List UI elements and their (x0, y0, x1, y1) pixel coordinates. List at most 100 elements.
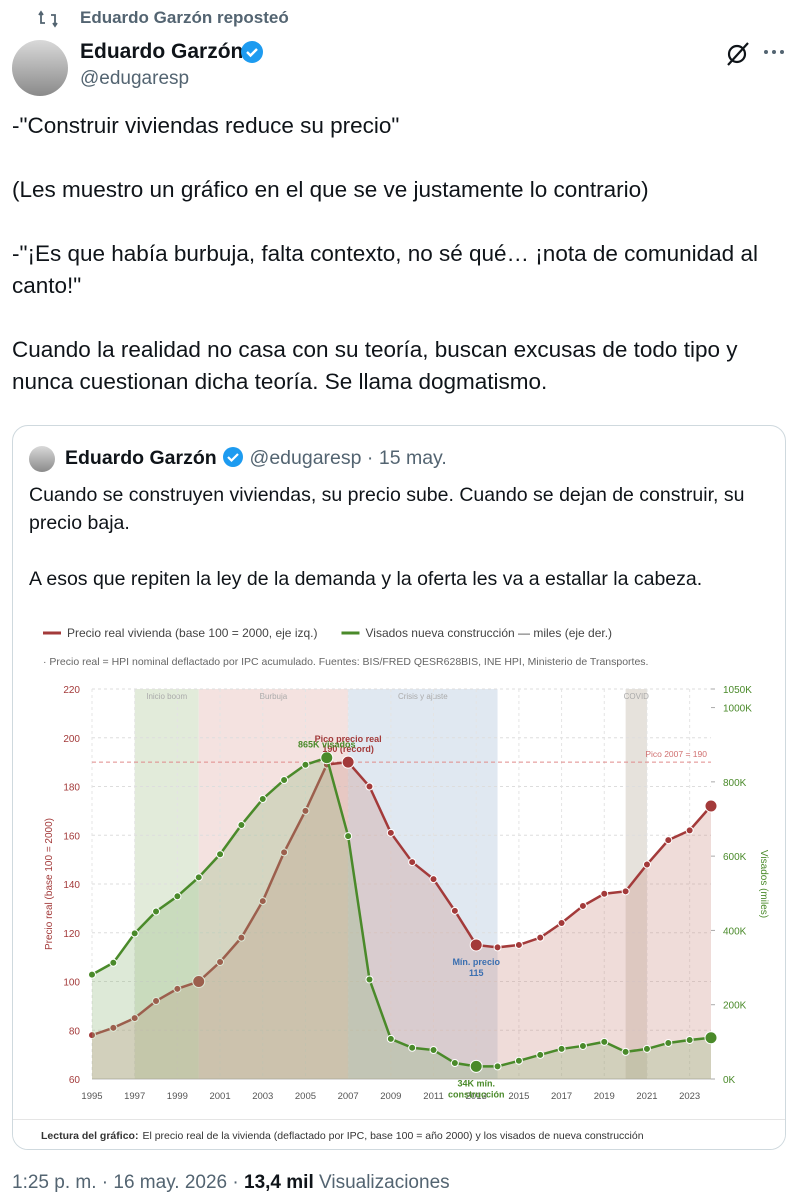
x-tick-label: 2017 (551, 1091, 572, 1102)
data-point (429, 1046, 438, 1055)
period-label: Crisis y ajuste (398, 692, 448, 701)
quoted-date: 15 may. (378, 447, 447, 469)
annotation: Mín. precio (452, 957, 500, 967)
data-point (237, 820, 246, 829)
y-tick-label: 220 (63, 685, 80, 696)
data-point (386, 828, 395, 837)
x-tick-label: 2005 (295, 1091, 316, 1102)
y2-tick-label: 200K (723, 1001, 747, 1012)
data-point (152, 997, 161, 1005)
quoted-tweet[interactable]: Eduardo Garzón @edugaresp · 15 may. Cuan… (12, 425, 786, 1150)
y-tick-label: 200 (63, 734, 80, 745)
data-point (664, 836, 673, 845)
views-label: Visualizaciones (319, 1172, 450, 1193)
period-band (625, 689, 647, 1079)
data-point (685, 826, 694, 835)
annotation: 865K visados (298, 740, 356, 750)
avatar[interactable] (12, 40, 68, 96)
grok-icon[interactable] (724, 40, 752, 68)
data-point (173, 892, 182, 901)
paragraph: Cuando se construyen viviendas, su preci… (29, 484, 745, 534)
data-point (341, 755, 355, 769)
data-point (408, 1043, 417, 1052)
period-label: Burbuja (260, 692, 288, 701)
x-tick-label: 1997 (124, 1091, 145, 1102)
data-point (320, 751, 334, 765)
paragraph: A esos que repiten la ley de la demanda … (29, 568, 703, 590)
data-point (685, 1036, 694, 1044)
period-label: COVID (624, 692, 650, 701)
quoted-handle: @edugaresp (249, 447, 362, 469)
caption-divider (13, 1119, 785, 1120)
data-point (237, 933, 246, 942)
y-tick-label: 140 (63, 880, 80, 891)
repost-label: Eduardo Garzón reposteó (80, 8, 289, 27)
data-point (280, 776, 289, 784)
data-point (258, 794, 267, 803)
y-tick-label: 60 (69, 1075, 81, 1086)
paragraph: -"Construir viviendas reduce su precio" (12, 113, 400, 138)
author-handle[interactable]: @edugaresp (80, 68, 190, 89)
x-tick-label: 2015 (508, 1091, 529, 1102)
annotation: 34K mín. (457, 1078, 495, 1088)
post-date: 16 may. 2026 (113, 1172, 228, 1193)
more-button[interactable] (762, 46, 786, 58)
period-label: Inicio boom (146, 692, 187, 701)
caption-text: El precio real de la vivienda (deflactad… (142, 1130, 643, 1142)
legend-label: Visados nueva construcción — miles (eje … (365, 626, 612, 640)
data-point (173, 984, 182, 993)
data-point (469, 938, 483, 952)
verified-badge (241, 41, 263, 63)
data-point (280, 848, 289, 857)
y-axis-label: Precio real (base 100 = 2000) (44, 818, 55, 950)
x-tick-label: 2023 (679, 1091, 700, 1102)
data-point (642, 860, 651, 869)
post-time: 1:25 p. m. (12, 1172, 97, 1193)
data-point (536, 933, 545, 942)
data-point (130, 1014, 139, 1023)
data-point (429, 875, 438, 884)
data-point (301, 806, 310, 815)
data-point (704, 1031, 718, 1045)
data-point (152, 907, 161, 916)
y-tick-label: 180 (63, 783, 80, 794)
data-point (621, 887, 630, 896)
tweet-text: -"Construir viviendas reduce su precio" … (12, 110, 786, 430)
data-point (600, 889, 609, 898)
y2-tick-label: 1050K (723, 685, 752, 696)
view-count: 13,4 mil (244, 1172, 314, 1193)
quoted-header: Eduardo Garzón @edugaresp · 15 may. (65, 446, 447, 470)
repost-icon (38, 10, 58, 28)
data-point (365, 975, 374, 984)
data-point (301, 760, 310, 769)
data-point (450, 906, 459, 915)
data-point (600, 1037, 609, 1046)
data-point (194, 873, 203, 882)
data-point (493, 943, 502, 952)
quoted-text: Cuando se construyen viviendas, su preci… (29, 481, 769, 621)
data-point (344, 832, 353, 841)
legend-label: Precio real vivienda (base 100 = 2000, e… (67, 626, 317, 640)
y2-tick-label: 0K (723, 1075, 736, 1086)
footer: 1:25 p. m. · 16 may. 2026 · 13,4 mil Vis… (12, 1172, 450, 1194)
data-point (704, 799, 718, 813)
data-point (536, 1050, 545, 1059)
data-point (557, 919, 566, 927)
x-tick-label: 2009 (380, 1091, 401, 1102)
y2-tick-label: 600K (723, 852, 747, 863)
x-tick-label: 2007 (338, 1091, 359, 1102)
data-point (514, 1056, 523, 1065)
data-point (578, 901, 587, 910)
separator: · (232, 1172, 239, 1193)
y-tick-label: 80 (69, 1026, 81, 1037)
data-point (365, 782, 374, 791)
data-point (192, 975, 206, 988)
series-area (92, 757, 711, 1079)
data-point (450, 1059, 459, 1068)
separator: · (101, 1172, 109, 1193)
data-point (258, 897, 267, 906)
data-point (469, 1059, 483, 1073)
x-tick-label: 2021 (636, 1091, 657, 1102)
author-name[interactable]: Eduardo Garzón (80, 40, 244, 63)
